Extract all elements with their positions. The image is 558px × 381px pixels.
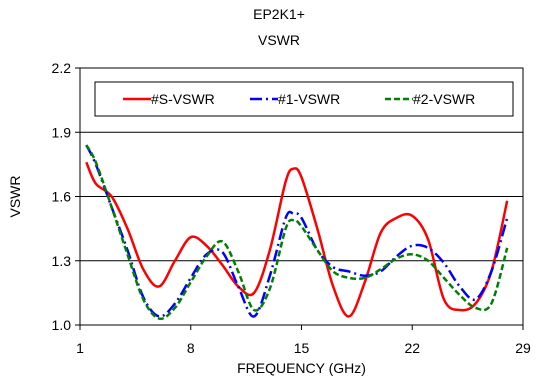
- legend-label: #2-VSWR: [413, 91, 475, 107]
- y-axis-label: VSWR: [7, 176, 23, 218]
- legend: #S-VSWR #1-VSWR #2-VSWR: [94, 81, 514, 117]
- series-line-2-vswr: [85, 144, 509, 321]
- y-tick-label: 1.0: [52, 317, 72, 333]
- x-tick-label: 29: [515, 340, 531, 356]
- x-tick-label: 8: [187, 340, 195, 356]
- chart-title: EP2K1+: [253, 6, 305, 22]
- x-tick-labels: 1 8 15 22 29: [76, 340, 531, 356]
- y-tick-label: 1.3: [52, 253, 72, 269]
- series-lines: [85, 144, 509, 321]
- y-tick-label: 1.9: [52, 124, 72, 140]
- y-tick-labels: 1.0 1.3 1.6 1.9 2.2: [52, 60, 72, 333]
- gridlines: [80, 131, 523, 262]
- legend-box: [94, 81, 514, 117]
- chart-subtitle: VSWR: [258, 32, 300, 48]
- series-line-s-vswr: [85, 161, 509, 318]
- x-tick-label: 15: [294, 340, 310, 356]
- legend-items: #S-VSWR #1-VSWR #2-VSWR: [123, 91, 475, 107]
- legend-label: #1-VSWR: [278, 91, 340, 107]
- x-tick-label: 22: [404, 340, 420, 356]
- x-axis-label: FREQUENCY (GHz): [237, 360, 366, 376]
- tick-marks: [75, 67, 524, 330]
- y-tick-label: 1.6: [52, 189, 72, 205]
- series-line-1-vswr: [85, 144, 509, 318]
- legend-label: #S-VSWR: [151, 91, 215, 107]
- x-tick-label: 1: [76, 340, 84, 356]
- y-tick-label: 2.2: [52, 60, 72, 76]
